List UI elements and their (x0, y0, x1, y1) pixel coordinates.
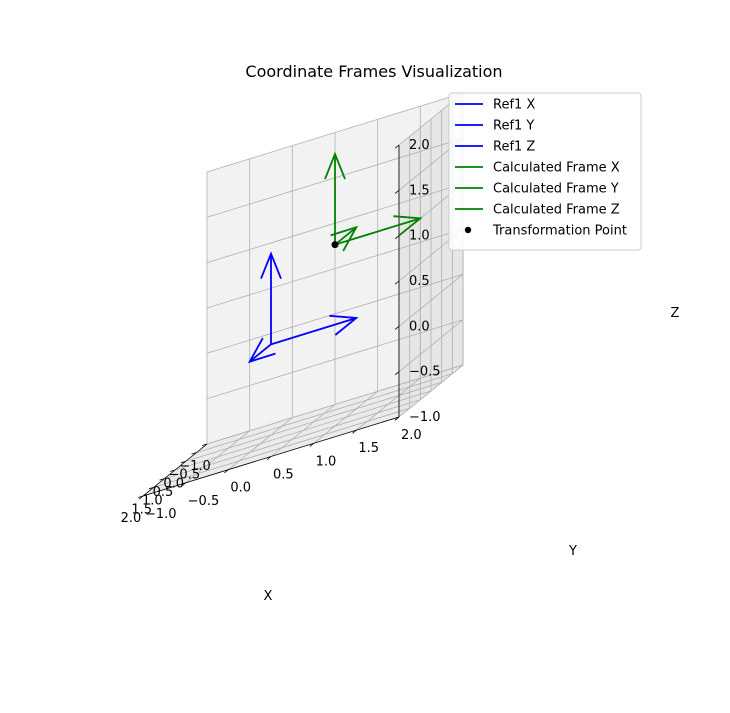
z-tick-label: 0.5 (409, 274, 430, 289)
calculated-frame-z-arrow (324, 151, 346, 245)
ref1-x-head (247, 337, 276, 364)
z-tick (394, 280, 400, 285)
ref1-y-arrow (270, 314, 359, 346)
z-tick (394, 235, 400, 240)
z-tick (394, 326, 400, 330)
legend-marker-transformation-point (464, 226, 472, 234)
y-tick-label: 0.0 (230, 481, 251, 496)
legend-label-transformation-point: Transformation Point (492, 224, 627, 239)
y-tick (181, 482, 186, 487)
legend-label-calculated-frame-z: Calculated Frame Z (493, 203, 620, 218)
axis-tick-labels: −1.0−1.0−1.0−0.5−0.5−0.50.0 0.00.00.50.50… (121, 138, 441, 526)
z-tick (394, 144, 400, 149)
calculated-frame-y-arrow (330, 225, 359, 252)
y-tick-label: 1.0 (316, 454, 337, 469)
ref1-x-arrow (247, 337, 276, 364)
x-tick-label: 0.0 (163, 476, 184, 491)
x-tick-label: 1.5 (131, 502, 152, 517)
z-tick-label: −0.5 (409, 365, 441, 380)
x-tick-label: −1.0 (179, 459, 211, 474)
z-tick-label: 0.0 (409, 319, 430, 334)
z-axis-label: Z (671, 306, 680, 321)
x-tick (159, 478, 165, 481)
axis-ticks (138, 144, 400, 500)
y-gridline (142, 172, 208, 497)
data-series (247, 151, 423, 364)
ref1-z-head (260, 251, 282, 280)
legend-label-calculated-frame-x: Calculated Frame X (493, 161, 620, 176)
x-tick (191, 452, 197, 455)
y-tick (224, 469, 229, 474)
legend-frame (448, 92, 642, 251)
x-tick (138, 495, 144, 498)
y-tick-label: −0.5 (188, 494, 220, 509)
calculated-frame-z-head (324, 151, 346, 180)
y-tick (309, 443, 314, 447)
x-tick (148, 486, 154, 490)
legend-label-calculated-frame-y: Calculated Frame Y (493, 182, 619, 197)
z-tick-label: 2.0 (409, 138, 430, 153)
y-tick (352, 429, 357, 434)
legend-label-ref1-x: Ref1 X (493, 98, 535, 113)
x-tick-label: −0.5 (169, 468, 201, 483)
y-tick-label: 2.0 (401, 428, 422, 443)
z-tick (394, 190, 400, 194)
y-tick (266, 456, 272, 460)
z-tick-label: 1.0 (409, 229, 430, 244)
y-gridline (356, 106, 421, 431)
ref1-x-shaft (249, 343, 272, 363)
calculated-frame-x-head (393, 215, 423, 236)
x-tick (170, 469, 176, 472)
y-tick-label: −1.0 (145, 507, 177, 522)
y-tick (394, 416, 400, 421)
ref1-z-arrow (260, 251, 282, 345)
y-tick-label: 1.5 (358, 441, 379, 456)
calculated-frame-y-shaft (334, 226, 357, 246)
x-tick (202, 443, 208, 446)
x-tick-label: 2.0 (121, 511, 142, 526)
chart-title: Coordinate Frames Visualization (245, 62, 502, 81)
transformation-point-marker (331, 241, 339, 249)
y-tick-label: 0.5 (273, 468, 294, 483)
x-tick-label: 1.0 (142, 494, 163, 509)
z-tick-label: 1.5 (409, 183, 430, 198)
legend-label-ref1-y: Ref1 Y (493, 119, 534, 134)
x-tick (180, 460, 186, 464)
ref1-y-head (329, 314, 359, 336)
legend-label-ref1-z: Ref1 Z (493, 140, 535, 155)
z-tick-label: −1.0 (409, 410, 441, 425)
x-axis-label: X (264, 589, 273, 604)
y-axis-label: Y (568, 544, 577, 559)
ref1-y-shaft (270, 317, 357, 346)
x-tick-label: 0.5 (153, 485, 174, 500)
z-tick (394, 371, 400, 376)
calculated-frame-y-head (330, 225, 359, 252)
legend: Ref1 X Ref1 Y Ref1 Z Calculated Frame X Calc… (448, 92, 642, 251)
